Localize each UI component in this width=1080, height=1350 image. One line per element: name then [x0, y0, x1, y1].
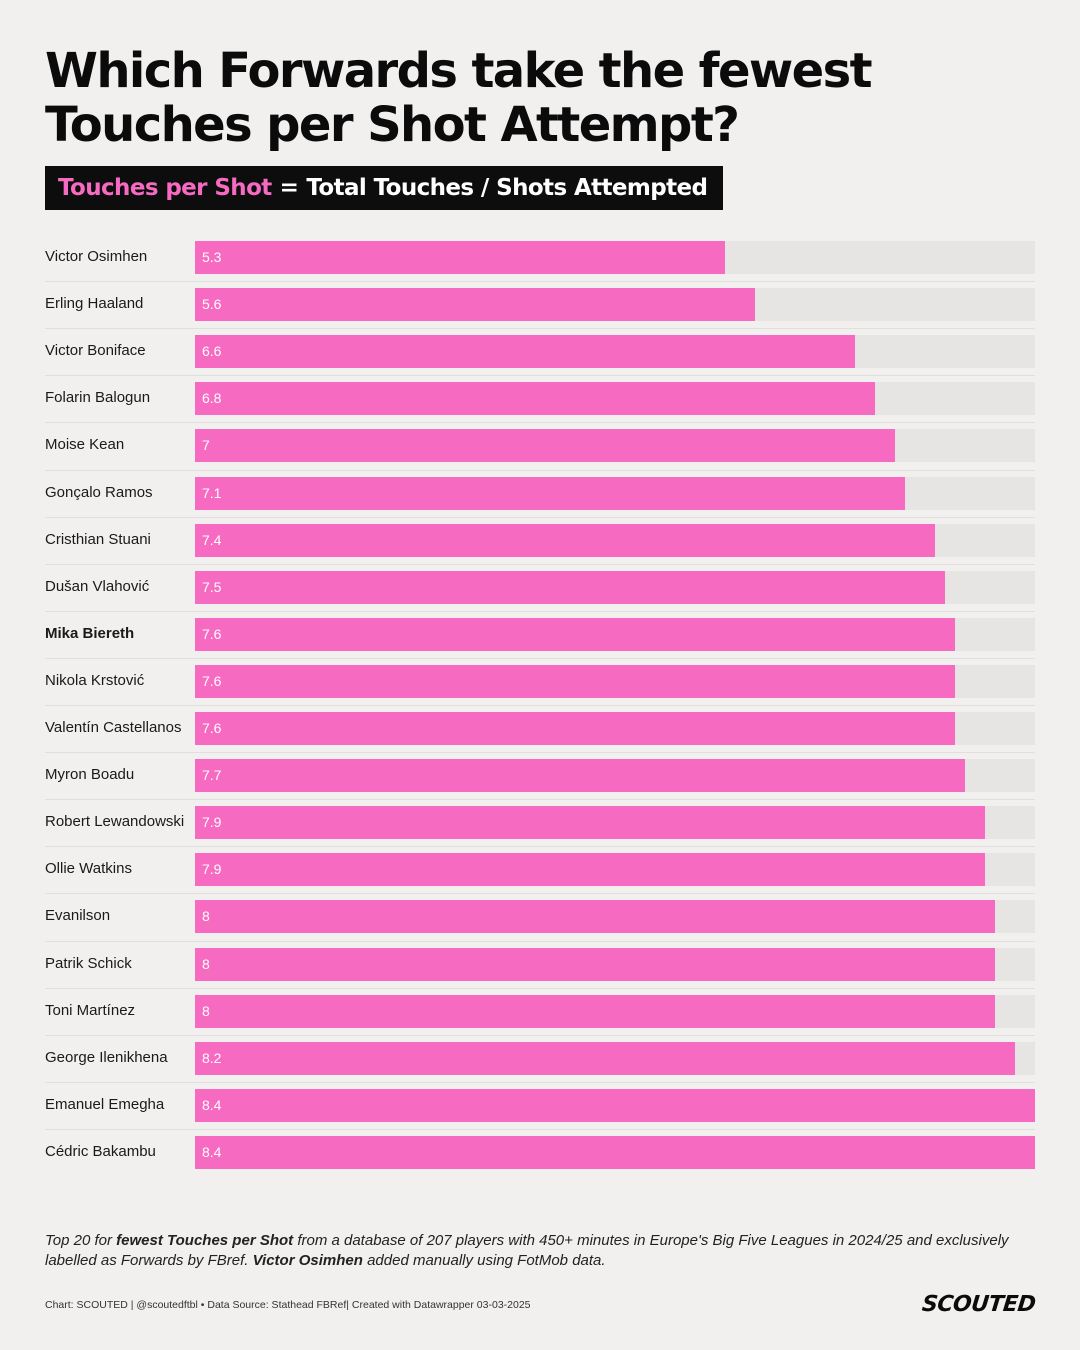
- player-label: Folarin Balogun: [45, 389, 151, 407]
- bar-value-label: 7.6: [202, 672, 222, 689]
- bar: [195, 853, 985, 887]
- bar: [195, 900, 995, 934]
- bar: [195, 1088, 1035, 1122]
- row-divider: [45, 328, 1035, 330]
- row-divider: [45, 1081, 1035, 1083]
- player-label: Nikola Krstović: [45, 671, 145, 689]
- player-label: Victor Osimhen: [45, 248, 148, 265]
- row-divider: [45, 281, 1035, 283]
- row-divider: [45, 1034, 1035, 1036]
- bar: [195, 1135, 1035, 1169]
- player-label: George Ilenikhena: [45, 1048, 168, 1066]
- player-label: Toni Martínez: [45, 1001, 136, 1019]
- bar-value-label: 7.9: [202, 861, 222, 878]
- bar: [195, 382, 875, 416]
- note-bold-2: Victor Osimhen: [252, 1252, 363, 1269]
- bar-value-label: 8: [202, 1002, 210, 1019]
- row-divider: [45, 987, 1035, 989]
- bar: [195, 806, 985, 840]
- player-label: Patrik Schick: [45, 954, 132, 972]
- bar: [195, 241, 725, 274]
- bar: [195, 429, 895, 463]
- player-label: Valentín Castellanos: [45, 719, 182, 736]
- bar-value-label: 8.2: [202, 1049, 222, 1066]
- bar: [195, 664, 955, 698]
- row-divider: [45, 610, 1035, 612]
- player-label: Ollie Watkins: [45, 860, 132, 878]
- chart-title: Which Forwards take the fewest Touches p…: [45, 44, 1035, 152]
- scouted-logo: SCOUTED: [920, 1292, 1037, 1317]
- bar-value-label: 6.6: [202, 343, 222, 360]
- bar: [195, 712, 955, 745]
- row-divider: [45, 1128, 1035, 1130]
- player-label: Erling Haaland: [45, 295, 144, 313]
- note-text-2: from a database of 207 players with 450+…: [45, 1232, 1009, 1269]
- row-divider: [45, 469, 1035, 471]
- bar: [195, 570, 945, 604]
- bar-value-label: 7.4: [202, 531, 222, 548]
- note-bold-1: fewest Touches per Shot: [116, 1232, 294, 1249]
- row-divider: [45, 846, 1035, 848]
- player-label: Myron Boadu: [45, 766, 135, 784]
- row-divider: [45, 705, 1035, 706]
- player-label: Moise Kean: [45, 436, 125, 454]
- player-label: Emanuel Emegha: [45, 1095, 165, 1113]
- player-label: Robert Lewandowski: [45, 813, 185, 831]
- bar: [195, 476, 905, 510]
- bar-value-label: 7: [202, 437, 210, 454]
- bar: [195, 335, 855, 369]
- player-label: Gonçalo Ramos: [45, 483, 153, 501]
- row-divider: [45, 375, 1035, 377]
- title-line-1: Which Forwards take the fewest: [45, 43, 873, 99]
- player-label: Mika Biereth: [45, 624, 135, 642]
- bar-value-label: 8.4: [202, 1096, 222, 1113]
- player-label: Victor Boniface: [45, 342, 146, 360]
- row-divider: [45, 657, 1035, 659]
- bar-value-label: 7.5: [202, 578, 222, 595]
- bar-value-label: 8: [202, 955, 210, 972]
- bar: [195, 947, 995, 981]
- bar: [195, 288, 755, 322]
- bar-value-label: 7.1: [202, 484, 222, 501]
- chart-footnote: Top 20 for fewest Touches per Shot from …: [45, 1231, 1045, 1271]
- player-label: Cédric Bakambu: [45, 1142, 156, 1160]
- row-divider: [45, 422, 1035, 424]
- formula-equals: =: [279, 175, 299, 201]
- note-text-3: added manually using FotMob data.: [362, 1252, 606, 1269]
- source-credit: Chart: SCOUTED | @scoutedftbl • Data Sou…: [45, 1299, 531, 1311]
- bar-value-label: 5.3: [202, 249, 222, 265]
- row-divider: [45, 752, 1035, 754]
- player-label: Dušan Vlahović: [45, 577, 150, 595]
- formula-metric: Touches per Shot: [58, 175, 272, 201]
- row-divider: [45, 516, 1035, 518]
- bar: [195, 1041, 1015, 1075]
- player-label: Evanilson: [45, 907, 111, 925]
- row-divider: [45, 799, 1035, 801]
- row-divider: [45, 893, 1035, 895]
- bar-value-label: 7.6: [202, 625, 222, 642]
- bar-value-label: 6.8: [202, 390, 222, 407]
- title-line-2: Touches per Shot Attempt?: [45, 97, 740, 153]
- bar: [195, 617, 955, 651]
- bar: [195, 523, 935, 557]
- player-label: Cristhian Stuani: [45, 530, 151, 548]
- bar-value-label: 8: [202, 908, 210, 925]
- formula-banner: Touches per Shot = Total Touches / Shots…: [45, 166, 724, 210]
- bar-value-label: 5.6: [202, 296, 222, 313]
- bar: [195, 759, 965, 793]
- bar-value-label: 7.9: [202, 814, 222, 831]
- bar-value-label: 7.7: [202, 767, 222, 784]
- bar: [195, 994, 995, 1028]
- formula-definition: Total Touches / Shots Attempted: [306, 175, 708, 201]
- note-text-1: Top 20 for: [45, 1232, 117, 1249]
- bar-value-label: 7.6: [202, 720, 222, 736]
- row-divider: [45, 940, 1035, 942]
- row-divider: [45, 563, 1035, 565]
- bar-value-label: 8.4: [202, 1143, 222, 1160]
